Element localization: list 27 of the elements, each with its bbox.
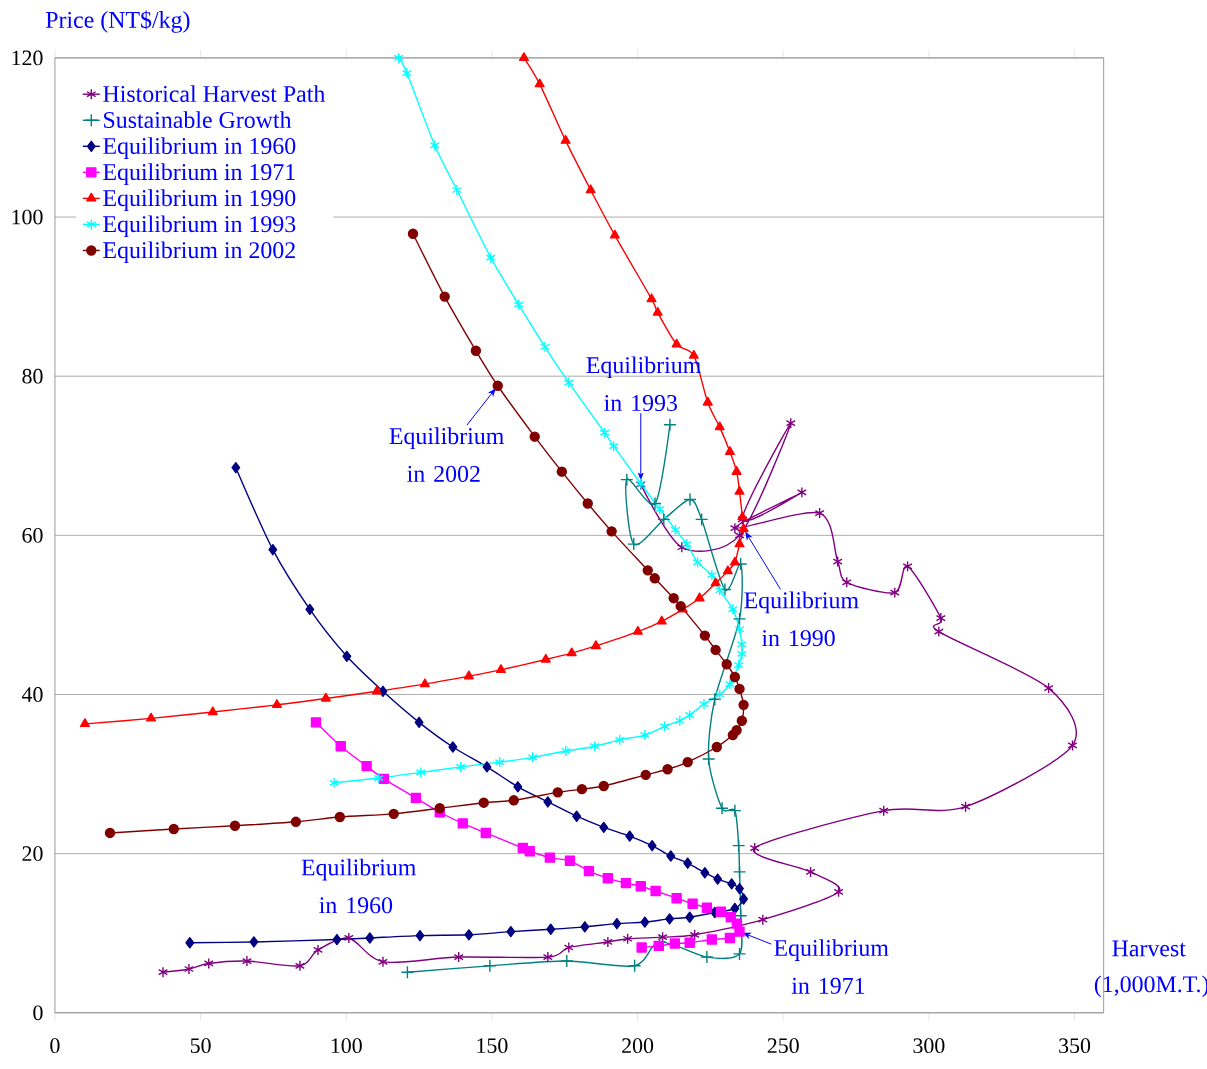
legend-label: Equilibrium in 1971 — [103, 163, 295, 186]
legend-label: Sustainable Growth — [104, 111, 292, 129]
annotation: Equilibrium in 2002 — [389, 427, 504, 483]
x-tick-label: 100 — [331, 1038, 362, 1054]
x-tick-label: 350 — [1059, 1038, 1091, 1054]
x-tick-label: 200 — [622, 1038, 654, 1054]
x-tick-label: 0 — [50, 1038, 60, 1054]
annotation: Equilibrium in 1960 — [301, 858, 416, 914]
x-tick-label: 150 — [477, 1038, 508, 1054]
y-tick-label: 80 — [22, 368, 43, 384]
legend-label: Historical Harvest Path — [103, 85, 326, 103]
y-tick-label: 40 — [21, 687, 43, 703]
y-tick-label: 120 — [12, 50, 43, 66]
y-axis-title: Price (NT$/kg) — [45, 10, 190, 33]
legend-label: Equilibrium in 2002 — [103, 241, 295, 264]
y-tick-label: 100 — [12, 209, 43, 225]
y-tick-label: 0 — [33, 1005, 43, 1021]
y-tick-label: 60 — [22, 528, 43, 543]
x-tick-label: 300 — [913, 1038, 945, 1054]
legend-label: Equilibrium in 1990 — [103, 189, 296, 212]
legend-label: Equilibrium in 1993 — [103, 215, 296, 238]
x-tick-label: 250 — [767, 1038, 799, 1054]
y-tick-label: 20 — [22, 846, 43, 862]
annotation: Equilibrium in 1971 — [774, 939, 889, 995]
annotation: Equilibrium in 1990 — [744, 591, 859, 647]
x-tick-label: 50 — [190, 1038, 211, 1054]
legend-label: Equilibrium in 1960 — [103, 137, 296, 160]
